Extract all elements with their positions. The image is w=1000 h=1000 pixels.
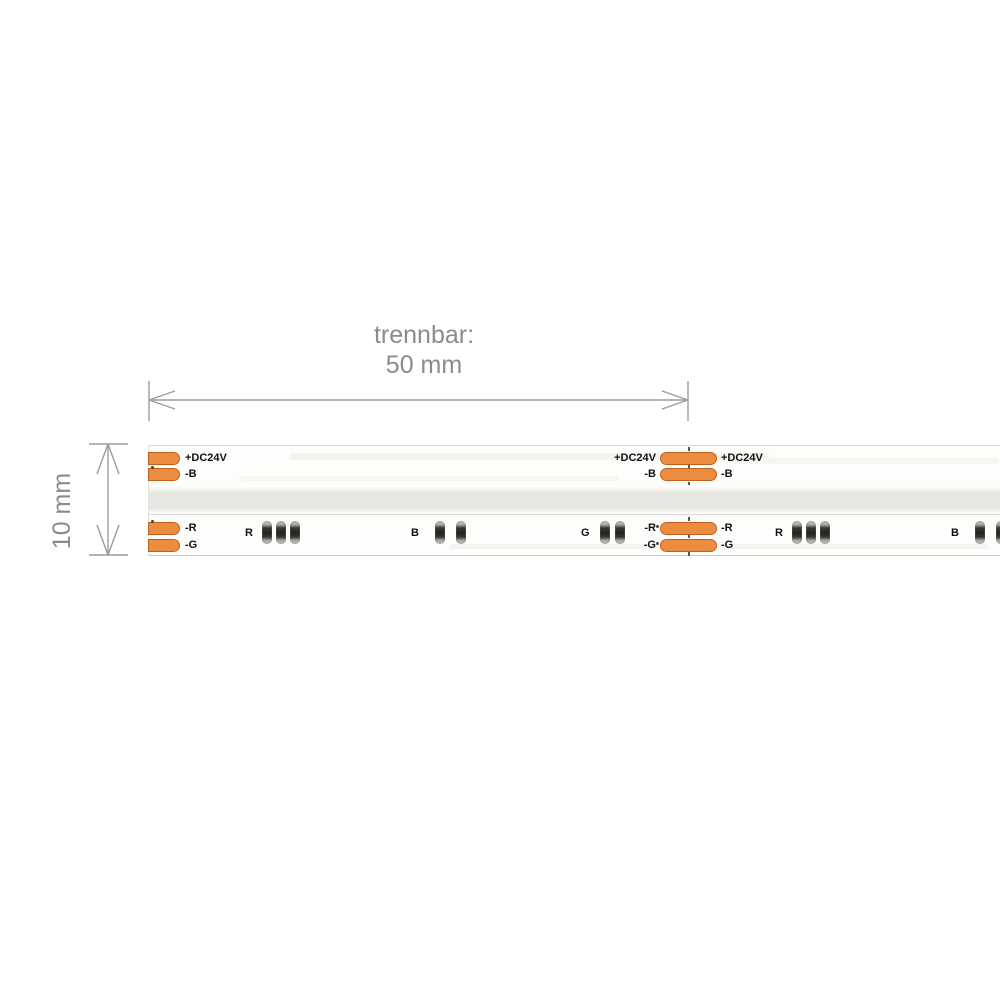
- pad-label-g: -G: [643, 539, 656, 551]
- smd-chip: [261, 521, 272, 544]
- strip-height-arrow: [89, 443, 128, 556]
- separable-length-label-line2: 50 mm: [385, 351, 463, 379]
- solder-pad-g-left-end: [148, 539, 180, 552]
- pad-label-dc: +DC24V: [721, 452, 763, 464]
- strip-highlight: [729, 458, 999, 464]
- smd-chip: [791, 521, 802, 544]
- solder-pad-r-left-end: [148, 522, 180, 535]
- cut-line-tick: [688, 535, 690, 538]
- smd-chip-group-r: R: [775, 521, 830, 544]
- solder-pad-dc-left-end: [148, 452, 180, 465]
- separable-length-label-line1: trennbar:: [373, 321, 475, 349]
- cut-line-tick: [688, 447, 690, 451]
- strip-highlight: [289, 453, 769, 460]
- pad-label-b: -B: [185, 468, 197, 480]
- separable-length-arrow: [148, 381, 689, 421]
- smd-chip: [434, 521, 445, 544]
- strip-highlight: [239, 476, 619, 481]
- via-dot: [151, 520, 154, 523]
- solder-pad-dc-cut-point: [660, 452, 717, 465]
- cob-led-band: [149, 487, 1000, 514]
- chip-group-label: R: [245, 526, 253, 539]
- strip-highlight: [449, 544, 989, 549]
- smd-chip: [819, 521, 830, 544]
- chip-group-label: B: [951, 526, 959, 539]
- pad-label-b: -B: [644, 468, 656, 480]
- cut-line-tick: [688, 517, 690, 521]
- smd-chip-group-r: R: [245, 521, 300, 544]
- pad-label-g: -G: [185, 539, 198, 551]
- cut-line-tick: [688, 552, 690, 556]
- pad-label-r: -R: [185, 522, 197, 534]
- smd-chip: [275, 521, 286, 544]
- via-dot: [656, 542, 659, 545]
- smd-chip: [289, 521, 300, 544]
- via-dot: [151, 466, 154, 469]
- cut-line-tick: [688, 482, 690, 485]
- pad-label-b: -B: [721, 468, 733, 480]
- solder-pad-b-left-end: [148, 468, 180, 481]
- led-strip: +DC24V -B -R -G +DC24V -B -R -G +DC24V -…: [148, 445, 1000, 556]
- chip-group-label: G: [581, 526, 590, 539]
- chip-group-label: R: [775, 526, 783, 539]
- via-dot: [656, 525, 659, 528]
- smd-chip: [995, 521, 1000, 544]
- strip-height-label: 10 mm: [48, 472, 76, 550]
- pad-label-r: -R: [721, 522, 733, 534]
- cut-line-tick: [688, 465, 690, 468]
- chip-group-label: B: [411, 526, 419, 539]
- smd-chip: [599, 521, 610, 544]
- pad-label-dc: +DC24V: [614, 452, 656, 464]
- smd-chip: [805, 521, 816, 544]
- smd-chip: [974, 521, 985, 544]
- solder-pad-g-cut-point: [660, 539, 717, 552]
- separable-length-label: trennbar: 50 mm: [274, 320, 574, 380]
- solder-pad-b-cut-point: [660, 468, 717, 481]
- smd-chip: [614, 521, 625, 544]
- smd-chip-group-b: B: [411, 521, 466, 544]
- pad-label-dc: +DC24V: [185, 452, 227, 464]
- smd-chip: [455, 521, 466, 544]
- smd-chip-group-b: B: [951, 521, 1000, 544]
- pad-label-r: -R: [644, 522, 656, 534]
- cob-band-edge: [149, 514, 1000, 515]
- pad-label-g: -G: [721, 539, 734, 551]
- smd-chip-group-g: G: [581, 521, 625, 544]
- solder-pad-r-cut-point: [660, 522, 717, 535]
